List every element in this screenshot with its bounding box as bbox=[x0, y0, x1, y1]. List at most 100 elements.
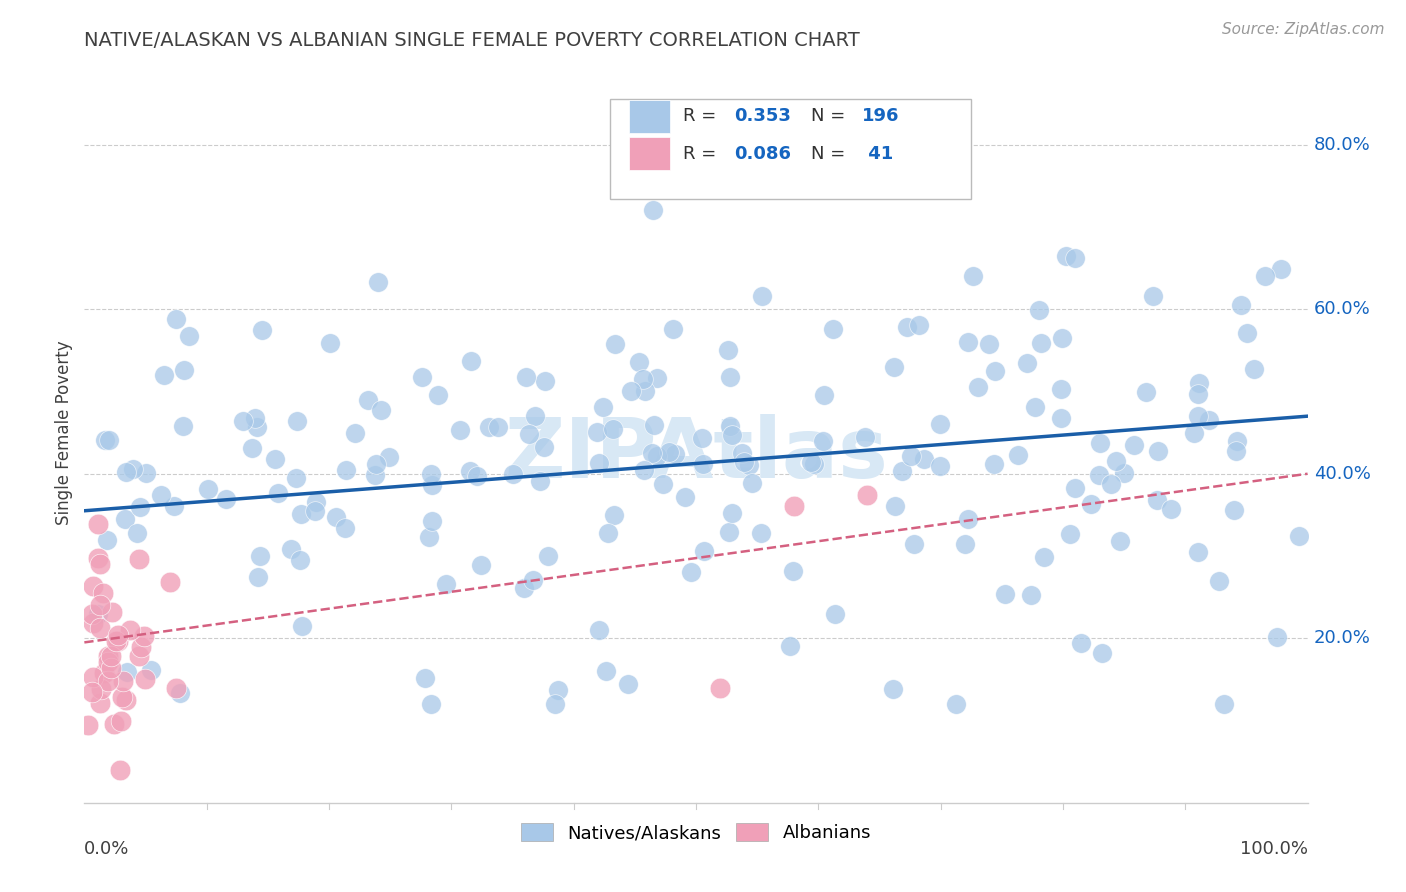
Point bbox=[434, 577, 457, 591]
Point bbox=[263, 452, 285, 467]
Text: 100.0%: 100.0% bbox=[1240, 840, 1308, 858]
Point bbox=[1182, 426, 1205, 441]
Point bbox=[319, 335, 342, 350]
Text: N =: N = bbox=[811, 108, 851, 126]
Point bbox=[896, 319, 918, 334]
Point bbox=[1064, 252, 1087, 266]
Point bbox=[1208, 574, 1230, 589]
Point bbox=[82, 616, 104, 631]
Point bbox=[128, 500, 150, 514]
Point bbox=[1123, 438, 1146, 452]
Point bbox=[115, 665, 138, 679]
Point bbox=[460, 465, 482, 479]
Point bbox=[908, 318, 931, 332]
Point bbox=[1050, 382, 1073, 396]
Text: 20.0%: 20.0% bbox=[1313, 629, 1371, 648]
Text: 40.0%: 40.0% bbox=[1313, 465, 1371, 483]
Point bbox=[1024, 400, 1046, 414]
Point bbox=[364, 457, 387, 471]
Point bbox=[783, 500, 806, 514]
Point bbox=[367, 275, 389, 289]
Point bbox=[101, 605, 124, 619]
Point bbox=[333, 520, 356, 534]
Point bbox=[249, 549, 271, 564]
Point bbox=[172, 419, 194, 434]
Point bbox=[928, 417, 950, 431]
Point bbox=[749, 525, 772, 540]
Point bbox=[522, 573, 544, 587]
Point bbox=[110, 714, 132, 729]
FancyBboxPatch shape bbox=[610, 99, 972, 200]
Point bbox=[232, 414, 254, 428]
Point bbox=[523, 409, 546, 423]
Point bbox=[1267, 630, 1289, 644]
Text: R =: R = bbox=[682, 145, 721, 162]
Point bbox=[162, 499, 184, 513]
Point bbox=[122, 462, 145, 476]
Point bbox=[134, 673, 156, 687]
Point bbox=[420, 467, 443, 481]
Point bbox=[1054, 249, 1077, 263]
Point bbox=[245, 410, 267, 425]
Point bbox=[103, 716, 125, 731]
Text: 41: 41 bbox=[862, 145, 894, 162]
Point bbox=[733, 455, 755, 469]
Point bbox=[536, 549, 558, 563]
Point bbox=[87, 551, 110, 566]
Point bbox=[811, 434, 834, 448]
Point bbox=[661, 322, 683, 336]
Point bbox=[883, 499, 905, 513]
Point bbox=[813, 387, 835, 401]
Point bbox=[418, 530, 440, 544]
Point bbox=[128, 649, 150, 664]
Point bbox=[246, 420, 269, 434]
Point bbox=[82, 671, 104, 685]
Point bbox=[641, 446, 664, 460]
Point bbox=[252, 323, 274, 337]
Point bbox=[603, 337, 626, 351]
Point bbox=[616, 677, 638, 691]
Point bbox=[94, 433, 117, 447]
Point bbox=[592, 401, 614, 415]
Point bbox=[486, 419, 509, 434]
Point bbox=[1019, 589, 1042, 603]
Text: ZIPAtlas: ZIPAtlas bbox=[503, 414, 889, 495]
Point bbox=[420, 478, 443, 492]
Point bbox=[720, 370, 742, 384]
Point bbox=[1146, 493, 1168, 508]
Point bbox=[1223, 503, 1246, 517]
Text: 0.086: 0.086 bbox=[734, 145, 792, 162]
Point bbox=[1187, 409, 1209, 424]
Point bbox=[1050, 331, 1073, 345]
Point bbox=[357, 392, 380, 407]
Text: 196: 196 bbox=[862, 108, 900, 126]
Point bbox=[127, 525, 149, 540]
Point bbox=[91, 586, 114, 600]
Point bbox=[98, 433, 121, 447]
Point bbox=[111, 674, 134, 689]
Point bbox=[89, 599, 111, 613]
Point bbox=[631, 372, 654, 386]
Point bbox=[585, 425, 607, 439]
Point bbox=[658, 444, 681, 458]
Point bbox=[1188, 376, 1211, 391]
Point bbox=[1112, 466, 1135, 480]
Point bbox=[87, 607, 110, 621]
Point bbox=[370, 403, 392, 417]
Point bbox=[97, 674, 120, 689]
Text: 60.0%: 60.0% bbox=[1313, 301, 1371, 318]
Point bbox=[633, 463, 655, 477]
Point bbox=[693, 544, 716, 558]
Point bbox=[1254, 269, 1277, 284]
Point bbox=[465, 469, 488, 483]
Point bbox=[159, 574, 181, 589]
Point bbox=[129, 640, 152, 654]
Point bbox=[1050, 411, 1073, 425]
Point bbox=[738, 458, 761, 473]
Point bbox=[652, 476, 675, 491]
Point bbox=[153, 368, 176, 382]
Point bbox=[690, 431, 713, 445]
Point bbox=[595, 664, 617, 678]
Point bbox=[720, 506, 742, 520]
Point bbox=[721, 427, 744, 442]
